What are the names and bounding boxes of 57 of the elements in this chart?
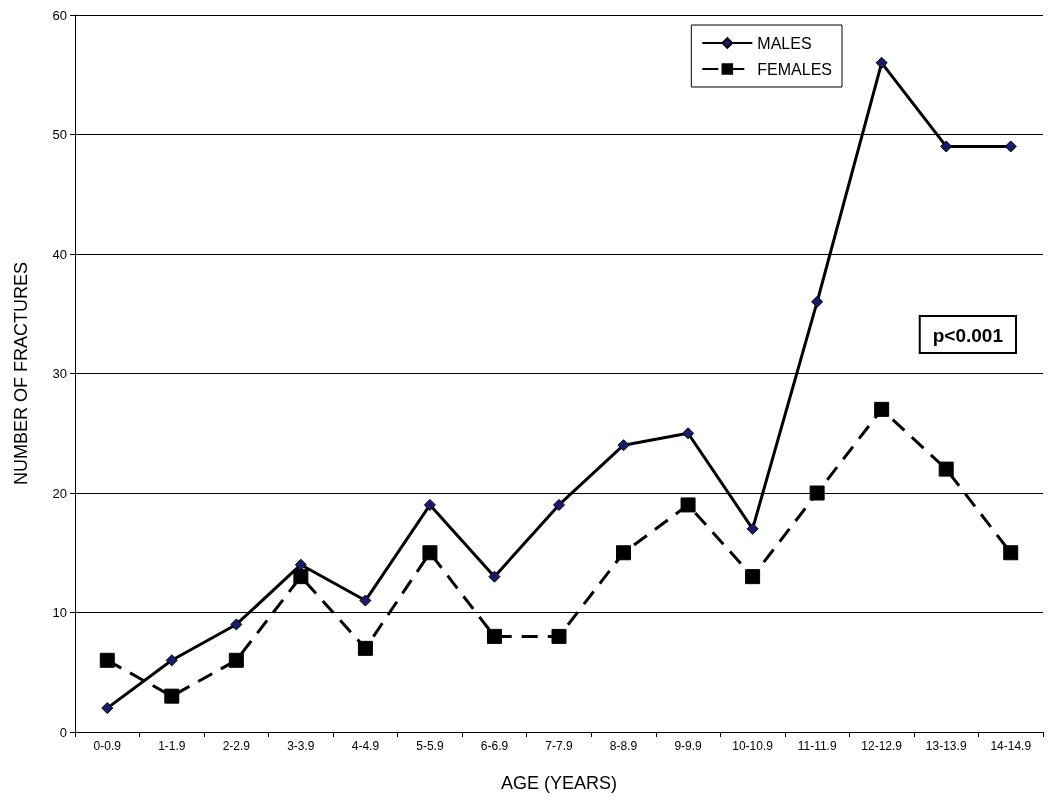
point [551,628,567,644]
x-tick-label: 8-8.9 [609,739,638,753]
y-tick-label: 30 [52,366,67,381]
point [553,498,565,511]
point [746,522,759,535]
x-tick-label: 9-9.9 [674,739,703,753]
x-tick-label: 6-6.9 [480,739,509,753]
y-tick-label: 0 [59,724,67,740]
point [230,618,243,631]
x-tick-label: 1-1.9 [158,739,186,753]
x-tick-label: 5-5.9 [416,739,444,753]
point [357,640,373,656]
point [165,654,178,667]
annotation: p<0.001 [932,325,1004,346]
point [1003,545,1019,561]
x-tick-label: 4-4.9 [351,739,380,753]
y-axis-title: NUMBER OF FRACTURES [11,261,31,486]
point [359,594,372,607]
point [682,427,695,440]
x-tick-label: 7-7.9 [545,739,573,753]
y-tick-label: 40 [52,246,67,262]
point [809,485,825,501]
point [745,569,761,585]
point [101,702,114,715]
y-tick-label: 60 [52,7,67,23]
point [874,401,890,417]
point [1004,140,1017,153]
legend-label: MALES [757,34,812,52]
point [488,570,501,583]
point [875,56,888,69]
x-tick-label: 0-0.9 [93,739,122,753]
point [811,295,824,308]
point [228,652,244,668]
x-tick-label: 10-10.9 [732,739,774,753]
x-tick-label: 14-14.9 [990,739,1032,753]
y-tick-label: 50 [52,127,67,142]
point [616,545,632,561]
point [423,498,436,511]
x-tick-label: 3-3.9 [287,739,315,753]
legend-label: FEMALES [757,60,832,78]
y-tick-label: 20 [52,485,67,501]
x-tick-label: 13-13.9 [925,739,967,753]
point [99,652,115,668]
x-tick-label: 11-11.9 [797,739,837,753]
point [617,439,630,452]
x-axis-title: AGE (YEARS) [500,773,618,793]
point [164,688,180,704]
x-tick-label: 2-2.9 [222,739,251,753]
point [422,545,438,561]
x-tick-label: 12-12.9 [861,739,903,753]
point [938,461,954,477]
point [293,569,309,585]
point [486,628,502,644]
point [294,558,307,571]
y-tick-label: 10 [52,605,67,620]
point [680,497,696,513]
point [940,140,953,153]
